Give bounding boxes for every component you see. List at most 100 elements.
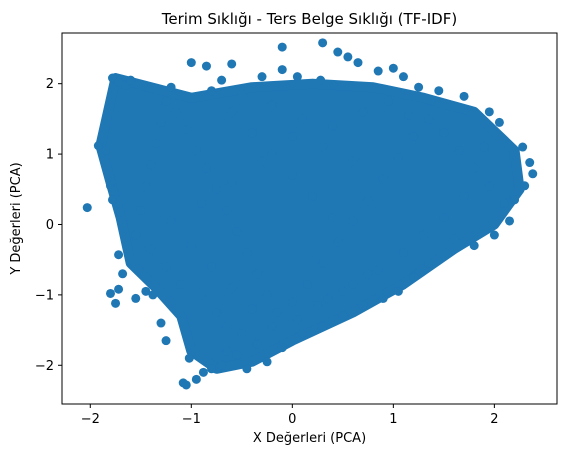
data-point: [469, 241, 479, 251]
data-point: [267, 322, 277, 332]
data-point: [459, 191, 469, 201]
x-tick-label: 1: [389, 412, 397, 427]
data-point: [318, 142, 328, 152]
data-point: [156, 117, 166, 127]
data-point: [393, 286, 403, 296]
data-point: [338, 286, 348, 296]
data-point: [212, 184, 222, 194]
data-point: [151, 139, 161, 149]
data-point: [343, 52, 353, 62]
data-point: [166, 216, 176, 226]
data-point: [105, 288, 115, 298]
chart-title: Terim Sıklığı - Ters Belge Sıklığı (TF-I…: [161, 10, 457, 28]
y-tick-label: 0: [46, 218, 54, 233]
data-point: [287, 170, 297, 180]
x-tick-label: 0: [288, 412, 296, 427]
data-point: [363, 195, 373, 205]
data-point: [196, 290, 206, 300]
data-point: [247, 304, 257, 314]
data-point: [262, 357, 272, 367]
data-point: [318, 258, 328, 268]
data-point: [146, 244, 156, 254]
data-point: [257, 72, 267, 82]
data-point: [348, 156, 358, 166]
data-point: [181, 380, 191, 390]
data-point: [212, 307, 222, 317]
data-point: [313, 300, 323, 310]
data-point: [277, 65, 287, 75]
data-point: [378, 174, 388, 184]
data-point: [439, 212, 449, 222]
data-point: [424, 114, 434, 124]
data-point: [272, 307, 282, 317]
data-point: [118, 269, 128, 279]
data-point: [196, 198, 206, 208]
y-axis-ticks: −2 −1 0 1 2: [35, 77, 62, 374]
data-point: [252, 339, 262, 349]
data-point: [449, 234, 459, 244]
data-point: [525, 158, 535, 168]
data-point: [242, 248, 252, 258]
data-point: [297, 329, 307, 339]
data-point: [348, 279, 358, 289]
data-point: [156, 318, 166, 328]
data-point: [373, 66, 383, 76]
data-point: [161, 262, 171, 272]
data-point: [252, 269, 262, 279]
data-point: [328, 212, 338, 222]
y-tick-label: 1: [46, 148, 54, 163]
data-point: [131, 293, 141, 303]
data-point: [318, 322, 328, 332]
data-point: [297, 114, 307, 124]
data-point: [146, 160, 156, 170]
data-point: [181, 124, 191, 134]
data-point: [484, 107, 494, 117]
plot-frame: [61, 32, 558, 405]
data-point: [398, 248, 408, 258]
data-point: [227, 283, 237, 293]
data-point: [505, 216, 515, 226]
data-points: [82, 38, 538, 390]
data-point: [302, 279, 312, 289]
y-tick-label: −1: [35, 288, 54, 303]
x-tick-label: −2: [81, 412, 100, 427]
data-point: [171, 107, 181, 117]
data-point: [141, 181, 151, 191]
data-point: [348, 216, 358, 226]
data-point: [287, 297, 297, 307]
data-point: [267, 149, 277, 159]
data-point: [373, 265, 383, 275]
data-point: [358, 107, 368, 117]
data-point: [434, 86, 444, 96]
data-point: [528, 169, 538, 179]
data-point: [108, 195, 118, 205]
data-point: [277, 343, 287, 353]
data-point: [232, 227, 242, 237]
data-point: [292, 315, 302, 325]
data-point: [489, 230, 499, 240]
data-point: [207, 86, 217, 96]
data-point: [227, 59, 237, 69]
data-point: [222, 205, 232, 215]
data-point: [404, 110, 413, 120]
data-point: [328, 121, 338, 131]
data-point: [383, 96, 393, 106]
data-point: [116, 207, 126, 217]
data-point: [114, 77, 124, 87]
data-point: [469, 163, 479, 173]
data-point: [479, 142, 489, 152]
y-tick-label: −2: [35, 359, 54, 374]
data-point: [353, 58, 363, 68]
data-point: [198, 367, 208, 377]
data-point: [247, 128, 257, 138]
data-point: [161, 96, 171, 106]
data-point: [232, 350, 242, 360]
data-point: [237, 89, 247, 99]
x-tick-label: −1: [182, 412, 201, 427]
data-point: [131, 230, 141, 240]
data-point: [105, 181, 115, 191]
data-point: [207, 262, 217, 272]
data-point: [217, 75, 227, 85]
x-axis-label: X Değerleri (PCA): [253, 431, 366, 446]
data-point: [424, 258, 434, 268]
